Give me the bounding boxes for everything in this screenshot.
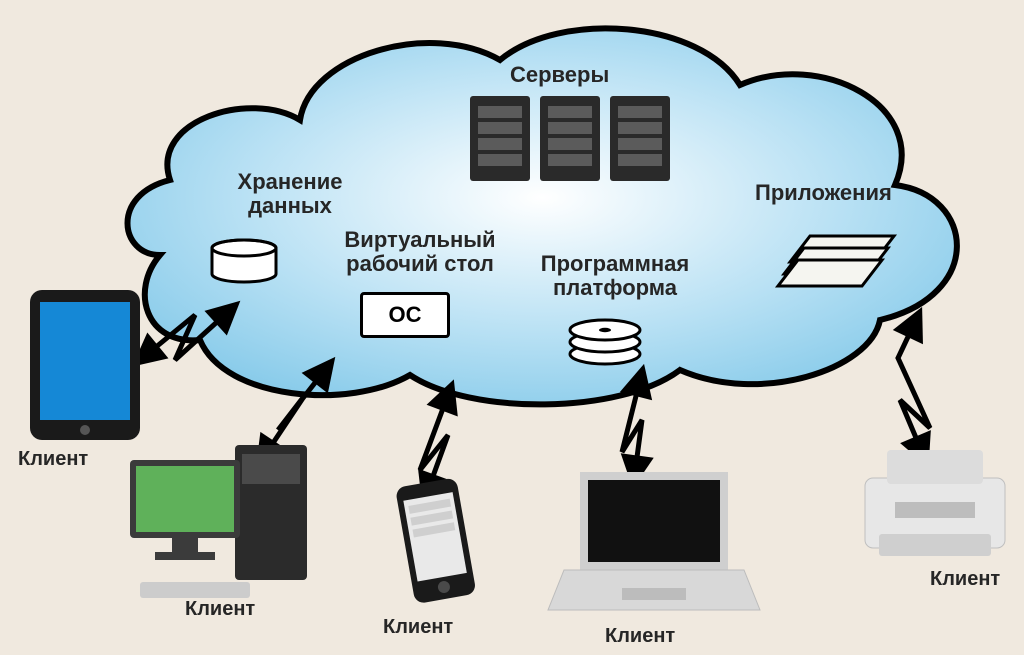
client-label-desktop: Клиент (185, 598, 255, 621)
cloud-architecture-diagram: { "canvas":{"width":1024,"height":655,"b… (0, 0, 1024, 655)
desktop-icon (130, 445, 307, 598)
printer-icon (865, 450, 1005, 556)
servers-label: Серверы (510, 62, 609, 88)
client-label-tablet: Клиент (18, 448, 88, 471)
conn-smartphone (420, 395, 448, 490)
client-label-smartphone: Клиент (383, 616, 453, 639)
platform-label: Программная платформа (510, 252, 720, 300)
conn-printer (898, 322, 930, 452)
virtual-desktop-label: Виртуальный рабочий стол (320, 228, 520, 276)
smartphone-icon (395, 477, 477, 604)
client-label-printer: Клиент (930, 568, 1000, 591)
applications-label: Приложения (755, 180, 892, 206)
storage-icon (212, 240, 276, 282)
diagram-canvas (0, 0, 1024, 655)
os-box: ОС (360, 292, 450, 338)
laptop-icon (548, 472, 760, 610)
storage-label: Хранение данных (200, 170, 380, 218)
servers-icon (470, 96, 670, 181)
tablet-icon (30, 290, 140, 440)
client-label-laptop: Клиент (605, 625, 675, 648)
platform-icon (570, 320, 640, 364)
